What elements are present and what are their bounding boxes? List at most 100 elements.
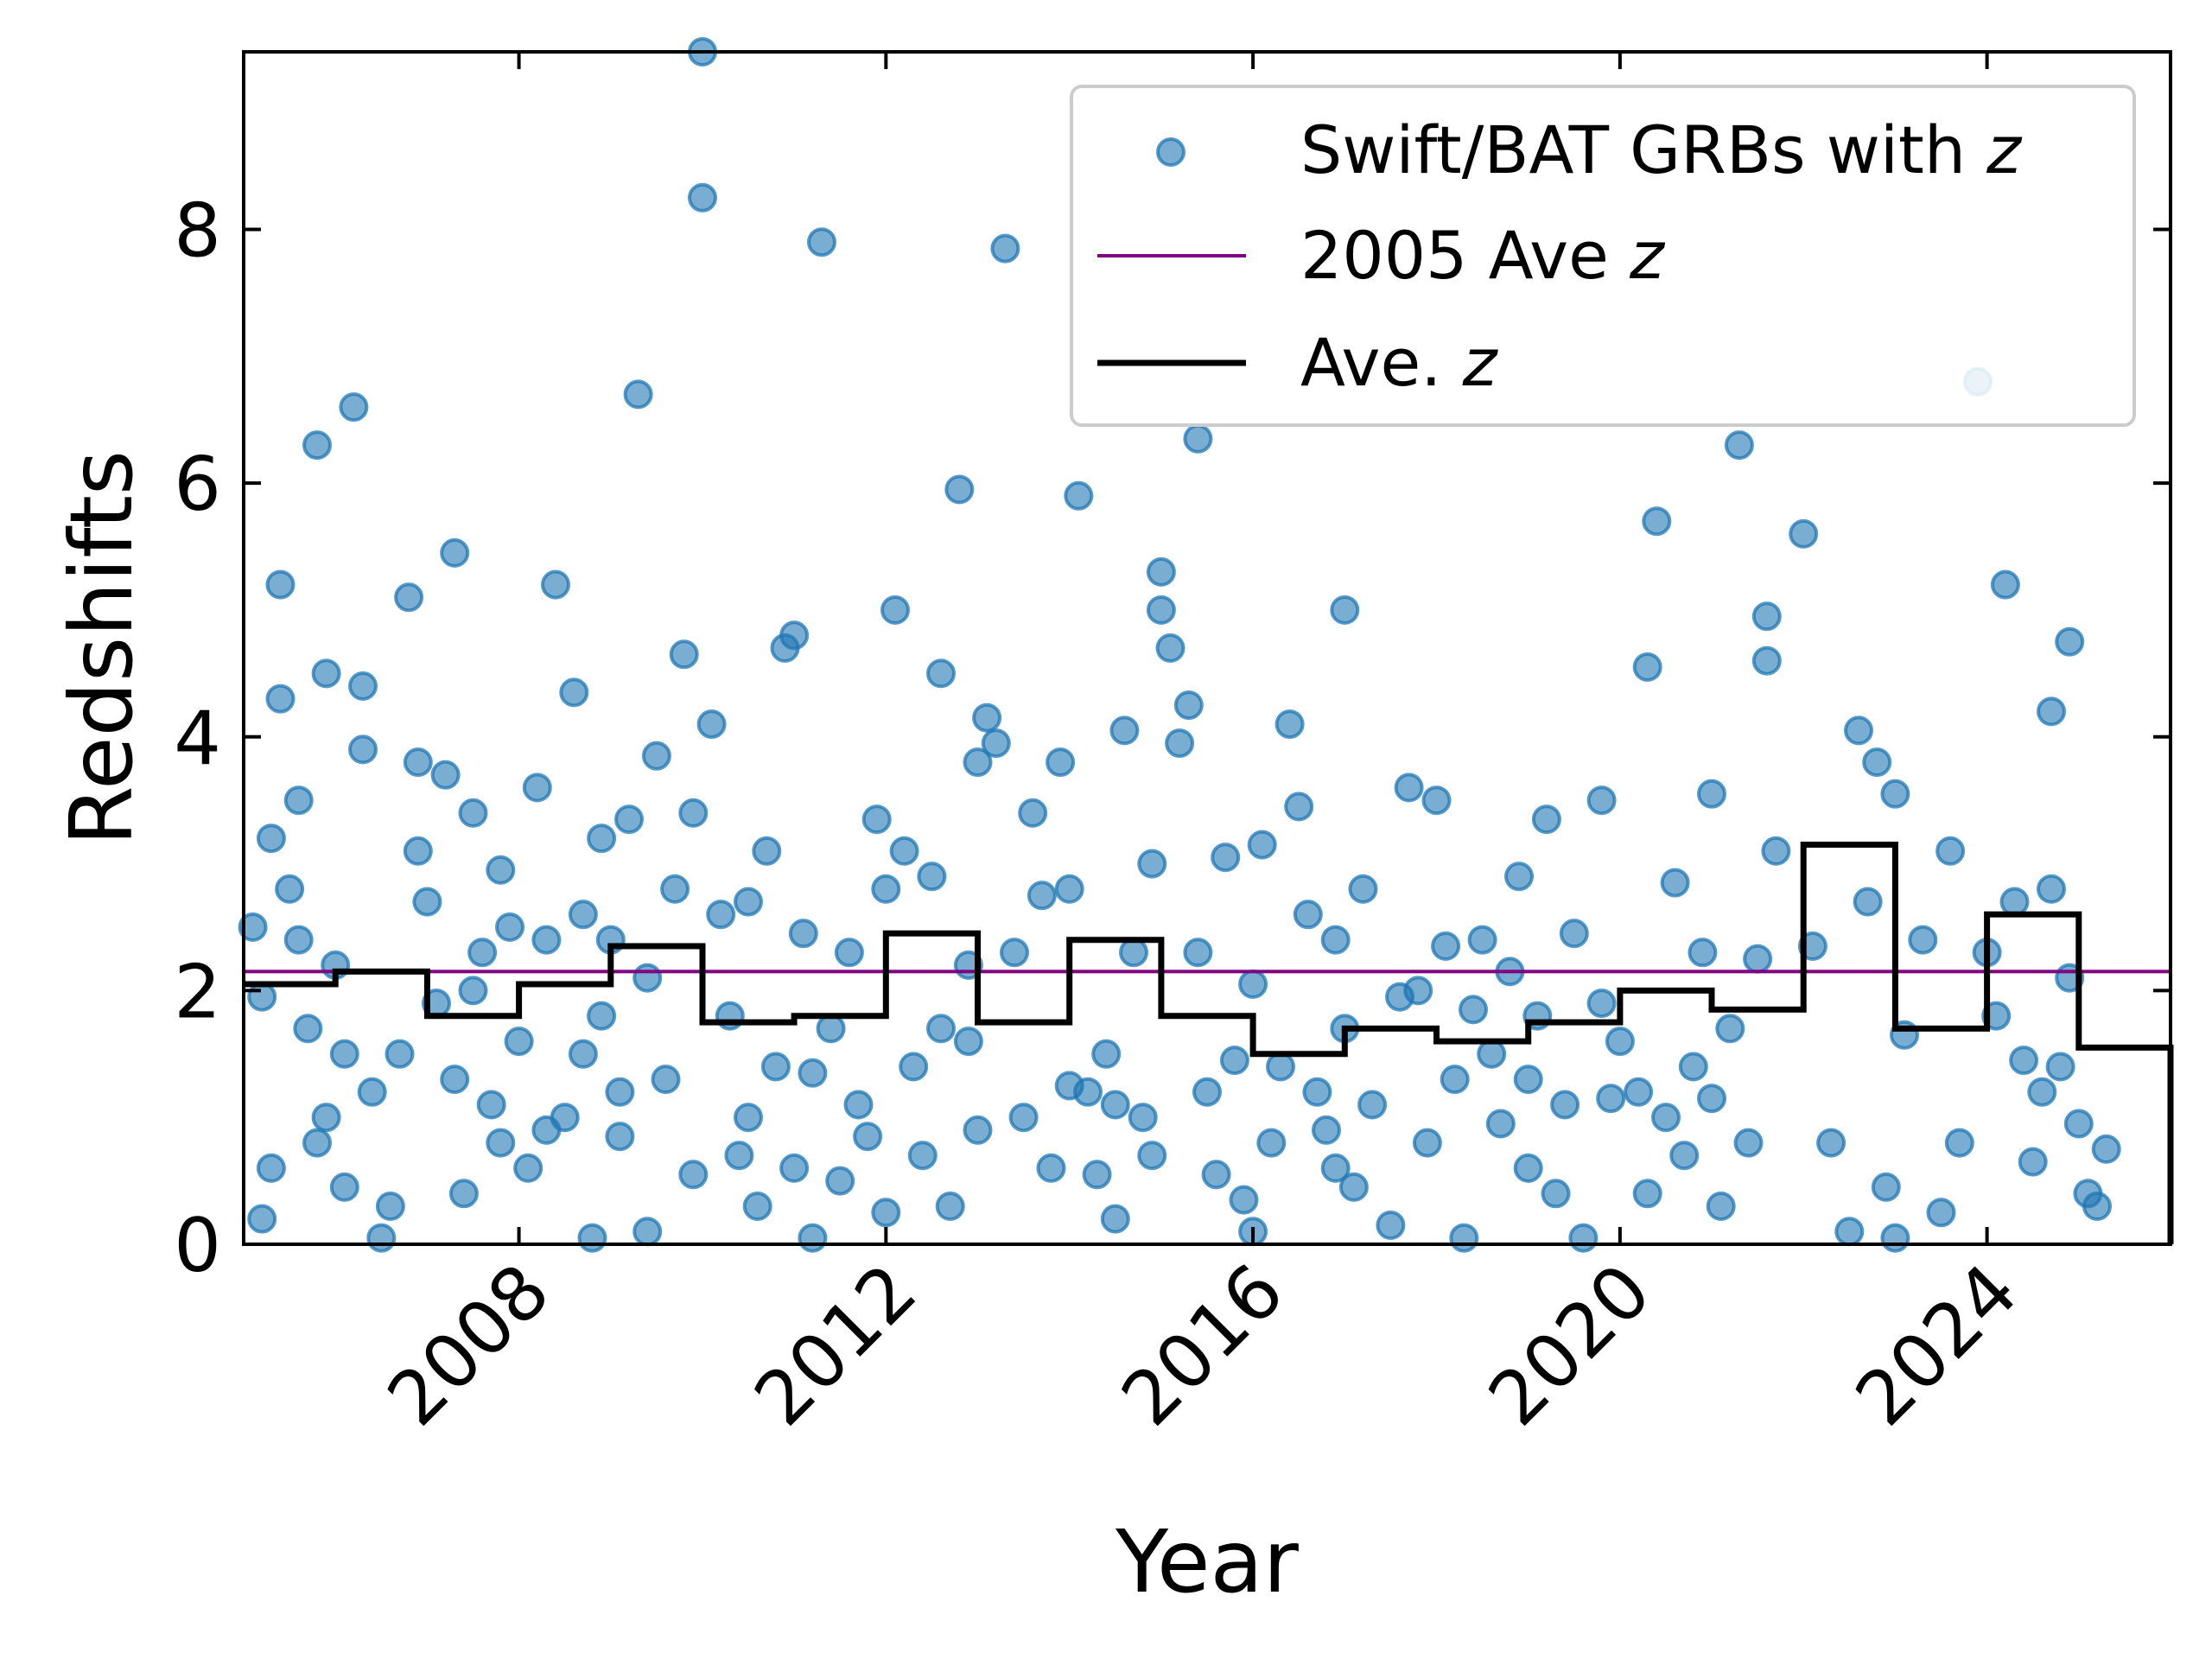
scatter-point-55: [605, 1122, 635, 1152]
x-tick-label-2016: 2016: [1105, 1248, 1300, 1442]
scatter-point-97: [917, 861, 947, 892]
scatter-point-190: [1669, 1141, 1700, 1171]
scatter-point-210: [1871, 1172, 1901, 1202]
scatter-point-48: [559, 677, 589, 708]
scatter-point-14: [311, 658, 341, 689]
scatter-point-192: [1688, 938, 1718, 968]
scatter-point-215: [1926, 1198, 1956, 1228]
scatter-point-40: [495, 912, 524, 942]
scatter-point-57: [614, 804, 644, 835]
scatter-point-101: [944, 474, 975, 505]
scatter-point-91: [871, 874, 901, 904]
scatter-point-65: [678, 798, 709, 828]
scatter-point-88: [843, 1090, 874, 1120]
scatter-point-9: [302, 1128, 332, 1158]
y-tick-label-6: 6: [174, 442, 221, 528]
scatter-point-53: [587, 1001, 617, 1031]
scatter-point-52: [587, 823, 617, 854]
x-axis-label: Year: [1115, 1511, 1300, 1612]
scatter-point-227: [2037, 874, 2066, 904]
scatter-point-146: [1284, 791, 1314, 822]
scatter-point-186: [1632, 1179, 1662, 1209]
scatter-point-229: [2055, 626, 2085, 657]
scatter-point-137: [1211, 842, 1241, 873]
scatter-point-177: [1550, 1090, 1580, 1120]
scatter-point-43: [522, 772, 552, 803]
scatter-point-234: [2091, 1134, 2121, 1164]
scatter-point-66: [678, 1160, 709, 1190]
scatter-point-133: [1183, 423, 1213, 454]
scatter-point-142: [1247, 830, 1277, 860]
scatter-point-196: [1715, 1014, 1745, 1044]
scatter-point-217: [1944, 1128, 1974, 1158]
scatter-point-89: [853, 1122, 883, 1152]
scatter-point-208: [1853, 887, 1883, 917]
scatter-point-60: [632, 1217, 663, 1247]
scatter-point-195: [1706, 1192, 1736, 1221]
y-tick-label-4: 4: [174, 696, 221, 782]
scatter-point-151: [1320, 1153, 1351, 1183]
scatter-point-194: [1697, 1084, 1726, 1114]
scatter-point-128: [1146, 556, 1176, 587]
scatter-point-95: [899, 1052, 929, 1082]
scatter-point-131: [1165, 728, 1195, 759]
scatter-point-226: [2037, 696, 2066, 727]
scatter-point-77: [760, 1052, 791, 1082]
scatter-point-68: [688, 182, 717, 213]
scatter-point-58: [623, 379, 653, 410]
scatter-point-113: [1036, 1153, 1066, 1183]
scatter-point-189: [1660, 868, 1690, 898]
scatter-point-211: [1880, 779, 1910, 809]
scatter-point-4: [265, 569, 296, 600]
scatter-point-169: [1485, 1109, 1516, 1139]
scatter-point-216: [1936, 836, 1966, 866]
scatter-point-11: [256, 823, 286, 854]
scatter-point-197: [1724, 430, 1754, 461]
scatter-point-106: [972, 702, 1002, 733]
scatter-point-156: [1357, 1090, 1388, 1120]
scatter-point-183: [1605, 1027, 1635, 1057]
scatter-point-61: [641, 741, 671, 771]
scatter-point-168: [1477, 1039, 1507, 1069]
scatter-point-99: [926, 1014, 956, 1044]
scatter-point-110: [1008, 1103, 1039, 1133]
scatter-point-159: [1394, 772, 1424, 803]
scatter-point-84: [807, 227, 836, 257]
scatter-point-163: [1431, 931, 1461, 961]
scatter-point-105: [963, 1115, 993, 1145]
legend-box: [1070, 85, 2136, 427]
scatter-point-119: [1082, 1160, 1112, 1190]
scatter-point-90: [861, 804, 892, 835]
scatter-point-160: [1403, 976, 1433, 1006]
scatter-point-140: [1238, 969, 1268, 999]
scatter-point-132: [1173, 690, 1204, 721]
scatter-point-147: [1293, 899, 1323, 930]
scatter-point-38: [486, 855, 516, 885]
scatter-point-104: [963, 747, 993, 778]
scatter-point-157: [1376, 1211, 1406, 1240]
scatter-point-34: [458, 976, 488, 1006]
y-tick-label-0: 0: [174, 1203, 221, 1289]
legend: Swift/BAT GRBs with z 2005 Ave z Ave. z: [1070, 85, 2136, 427]
scatter-point-3: [247, 1204, 277, 1234]
scatter-point-32: [440, 1065, 470, 1095]
scatter-point-206: [1834, 1217, 1865, 1247]
scatter-point-94: [889, 836, 919, 866]
scatter-point-70: [706, 899, 736, 930]
scatter-point-202: [1761, 836, 1791, 866]
scatter-point-224: [2018, 1147, 2048, 1177]
scatter-point-176: [1541, 1179, 1571, 1209]
y-tick-label-8: 8: [174, 188, 221, 275]
scatter-point-162: [1421, 785, 1452, 816]
legend-label-scatter: Swift/BAT GRBs with z: [1300, 111, 2023, 188]
scatter-point-39: [486, 1128, 516, 1158]
scatter-point-149: [1312, 1115, 1341, 1145]
scatter-point-81: [788, 918, 818, 949]
scatter-point-28: [412, 887, 442, 917]
plot-frame: [242, 50, 2172, 1246]
scatter-point-19: [348, 734, 378, 765]
scatter-point-92: [871, 1198, 901, 1228]
scatter-point-181: [1586, 988, 1617, 1019]
scatter-point-25: [394, 582, 424, 613]
scatter-point-8: [302, 430, 332, 461]
